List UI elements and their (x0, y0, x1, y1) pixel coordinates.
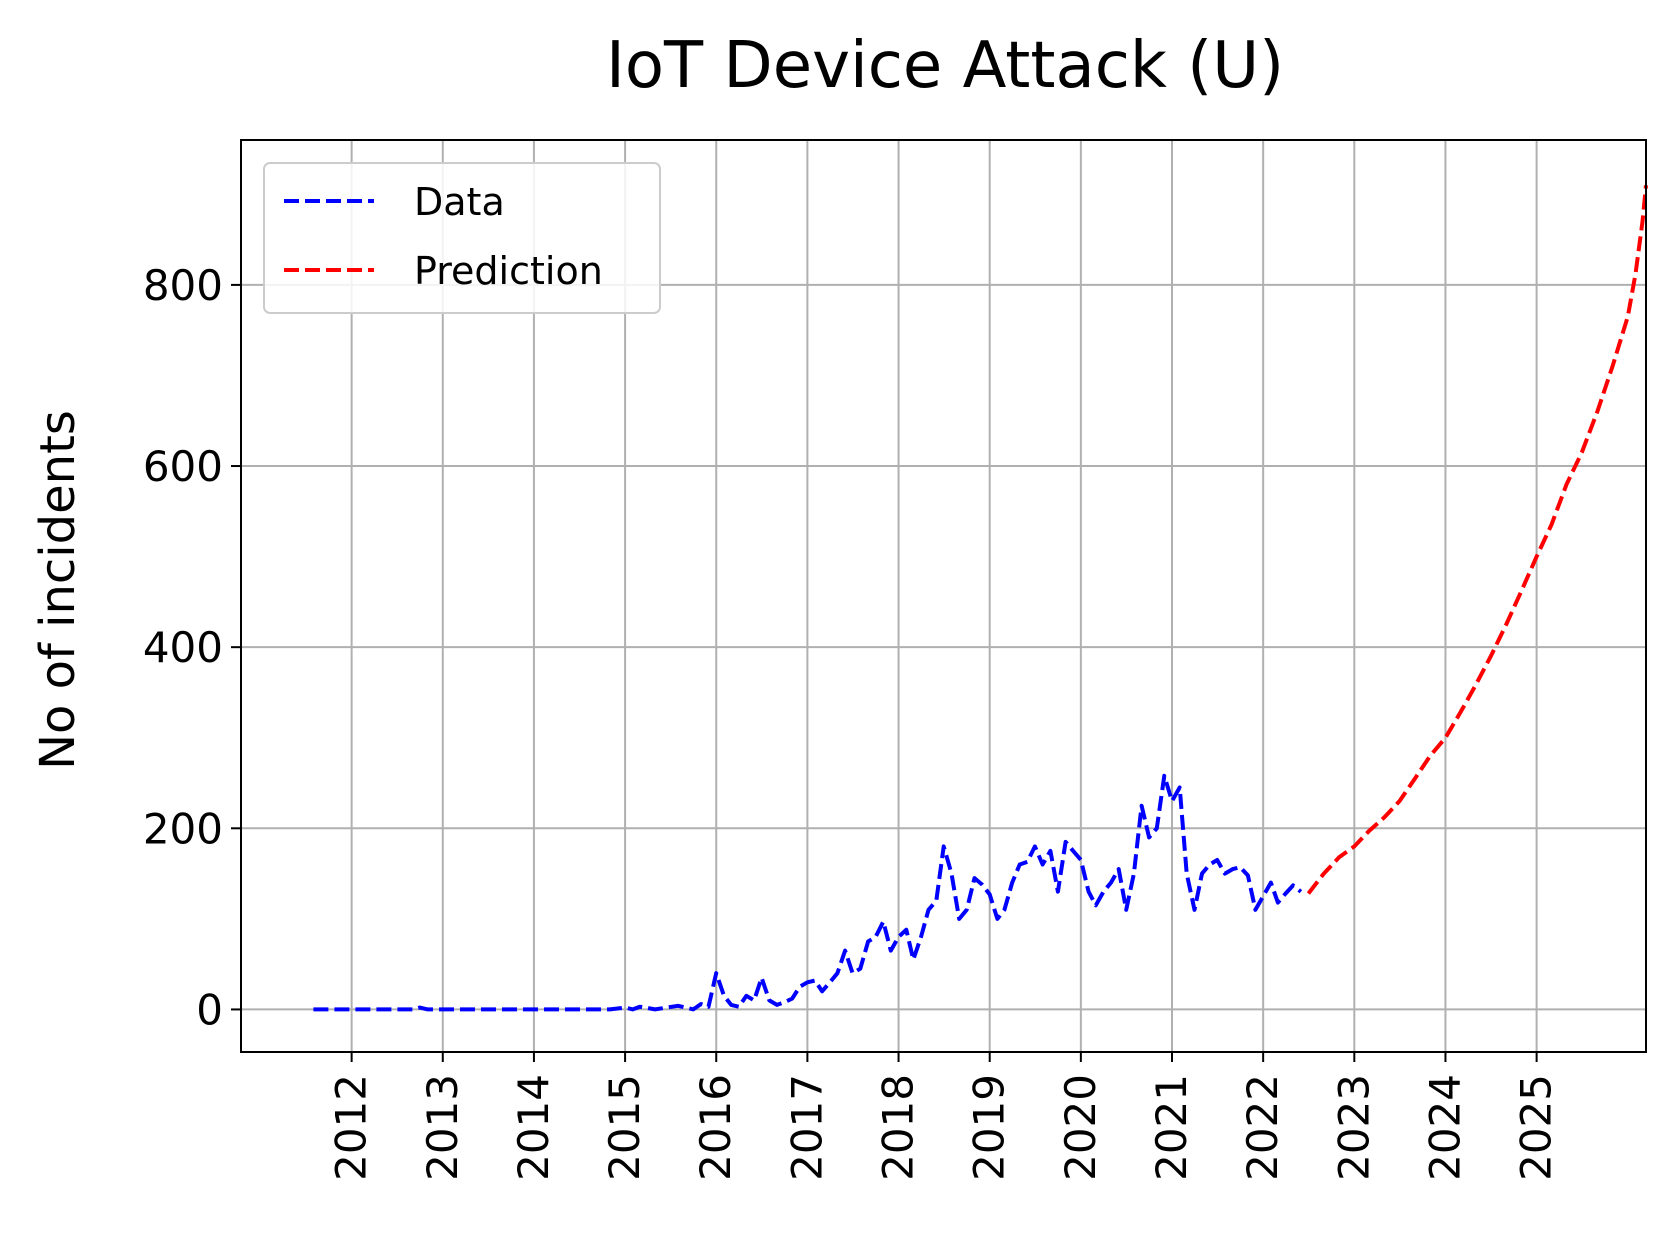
x-tick-label: 2013 (418, 1074, 467, 1181)
plot-area (240, 139, 1647, 1053)
y-axis-label: No of incidents (30, 410, 86, 770)
x-tick-label: 2025 (1512, 1074, 1561, 1181)
x-tick-label: 2016 (691, 1074, 740, 1181)
y-tick-label: 200 (143, 804, 223, 853)
series-layer (313, 185, 1648, 1012)
y-tick-label: 400 (143, 623, 223, 672)
x-tick-label: 2014 (509, 1074, 558, 1181)
x-tick-label: 2015 (600, 1074, 649, 1181)
x-tick-label: 2012 (327, 1074, 376, 1181)
x-tick-label: 2023 (1329, 1074, 1378, 1181)
legend: Data Prediction (263, 162, 661, 314)
x-tick-label: 2021 (1147, 1074, 1196, 1181)
x-tick-label: 2020 (1056, 1074, 1105, 1181)
x-tick-label: 2019 (965, 1074, 1014, 1181)
axes: 2012 2013 2014 2015 2016 2017 2018 2019 2020 2021… (143, 261, 1561, 1181)
x-tick-label: 2018 (874, 1074, 923, 1181)
series-line-prediction (1306, 185, 1648, 895)
x-tick-label: 2022 (1238, 1074, 1287, 1181)
legend-box (263, 162, 661, 314)
x-tick-label: 2024 (1420, 1074, 1469, 1181)
y-tick-label: 800 (143, 261, 223, 310)
chart-title: IoT Device Attack (U) (606, 29, 1284, 103)
legend-label-prediction: Prediction (414, 249, 603, 293)
y-tick-label: 600 (143, 442, 223, 491)
x-tick-label: 2017 (782, 1074, 831, 1181)
legend-label-data: Data (414, 180, 505, 224)
y-tick-label: 0 (196, 985, 223, 1034)
series-line-data (313, 773, 1303, 1012)
